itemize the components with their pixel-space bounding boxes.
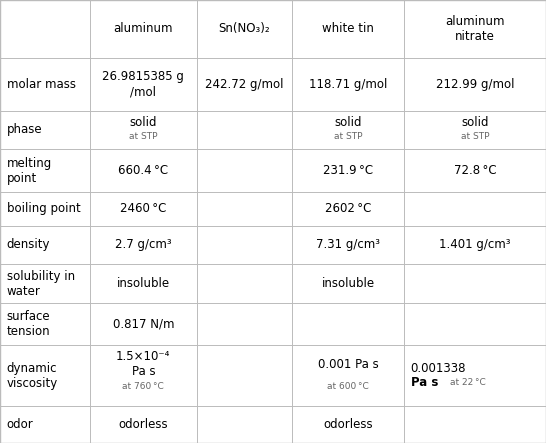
- Text: at STP: at STP: [334, 132, 363, 141]
- Text: solid: solid: [334, 117, 362, 129]
- Text: at STP: at STP: [461, 132, 489, 141]
- Text: at STP: at STP: [129, 132, 158, 141]
- Text: odorless: odorless: [323, 418, 373, 431]
- Text: melting
point: melting point: [7, 157, 52, 185]
- Text: solid: solid: [461, 117, 489, 129]
- Text: 26.9815385 g
/mol: 26.9815385 g /mol: [103, 70, 184, 98]
- Text: 231.9 °C: 231.9 °C: [323, 164, 373, 177]
- Text: insoluble: insoluble: [117, 277, 170, 290]
- Text: density: density: [7, 238, 50, 251]
- Text: white tin: white tin: [322, 23, 374, 35]
- Text: odorless: odorless: [118, 418, 168, 431]
- Text: odor: odor: [7, 418, 33, 431]
- Text: dynamic
viscosity: dynamic viscosity: [7, 361, 58, 389]
- Text: aluminum: aluminum: [114, 23, 173, 35]
- Text: 2.7 g/cm³: 2.7 g/cm³: [115, 238, 171, 251]
- Text: 0.001 Pa s: 0.001 Pa s: [318, 358, 378, 371]
- Text: at 760 °C: at 760 °C: [122, 382, 164, 391]
- Text: 2602 °C: 2602 °C: [325, 202, 371, 215]
- Text: Pa s: Pa s: [411, 376, 438, 389]
- Text: 1.401 g/cm³: 1.401 g/cm³: [440, 238, 511, 251]
- Text: 2460 °C: 2460 °C: [120, 202, 167, 215]
- Text: 72.8 °C: 72.8 °C: [454, 164, 496, 177]
- Text: molar mass: molar mass: [7, 78, 75, 91]
- Text: 118.71 g/mol: 118.71 g/mol: [309, 78, 387, 91]
- Text: insoluble: insoluble: [322, 277, 375, 290]
- Text: solid: solid: [129, 117, 157, 129]
- Text: at 600 °C: at 600 °C: [327, 382, 369, 391]
- Text: at 22 °C: at 22 °C: [450, 378, 485, 387]
- Text: Sn(NO₃)₂: Sn(NO₃)₂: [218, 23, 270, 35]
- Text: surface
tension: surface tension: [7, 310, 50, 338]
- Text: 0.817 N/m: 0.817 N/m: [112, 317, 174, 330]
- Text: phase: phase: [7, 124, 42, 136]
- Text: solubility in
water: solubility in water: [7, 269, 75, 298]
- Text: 212.99 g/mol: 212.99 g/mol: [436, 78, 514, 91]
- Text: 242.72 g/mol: 242.72 g/mol: [205, 78, 283, 91]
- Text: aluminum
nitrate: aluminum nitrate: [446, 15, 505, 43]
- Text: 7.31 g/cm³: 7.31 g/cm³: [316, 238, 380, 251]
- Text: boiling point: boiling point: [7, 202, 80, 215]
- Text: 0.001338: 0.001338: [411, 362, 466, 375]
- Text: 1.5×10⁻⁴
Pa s: 1.5×10⁻⁴ Pa s: [116, 350, 170, 378]
- Text: 660.4 °C: 660.4 °C: [118, 164, 168, 177]
